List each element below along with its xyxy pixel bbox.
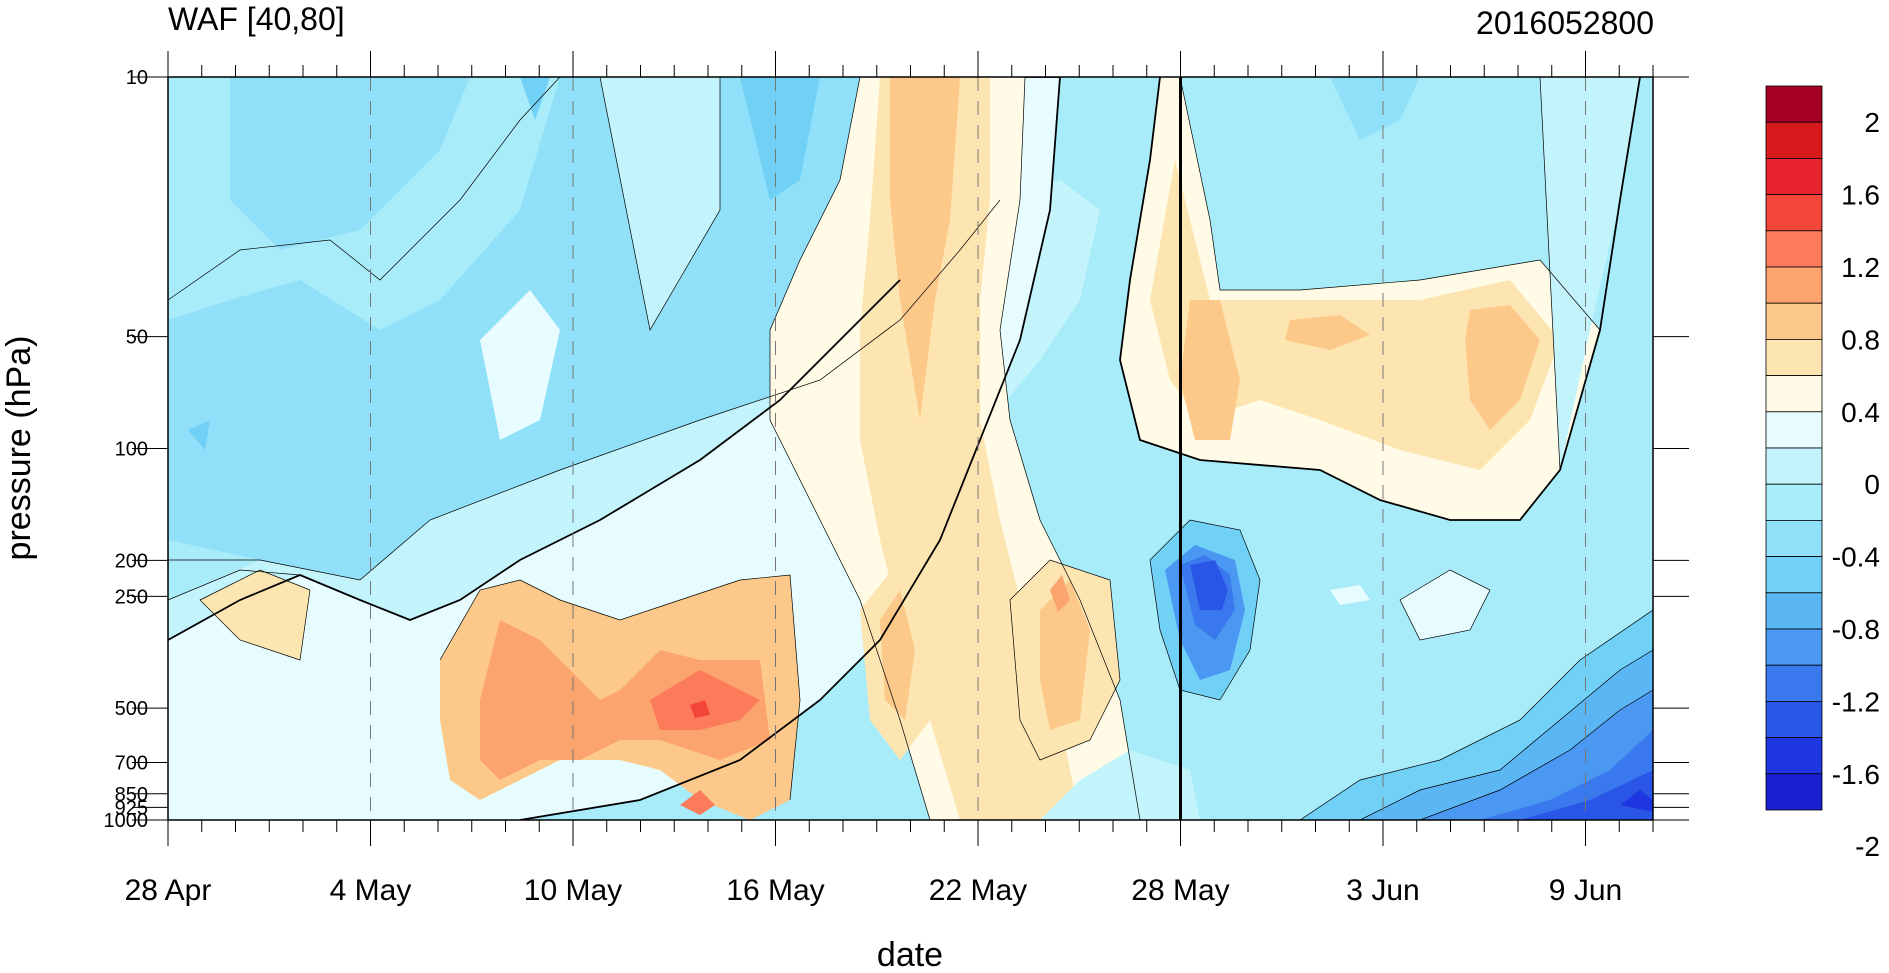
x-tick-label: 4 May — [330, 874, 412, 907]
y-tick-label: 850 — [115, 784, 148, 806]
y-tick-label: 1000 — [104, 810, 149, 832]
x-minor-ticks — [167, 51, 1654, 846]
colorbar-swatch — [1765, 628, 1823, 666]
x-tick-label: 3 Jun — [1346, 874, 1419, 907]
chart-title: WAF [40,80] — [168, 1, 345, 37]
x-tick-label: 28 May — [1131, 874, 1229, 907]
colorbar-label: 1.2 — [1841, 252, 1880, 283]
colorbar-swatch — [1765, 447, 1823, 485]
colorbar-swatch — [1765, 592, 1823, 630]
y-tick-label: 200 — [115, 550, 148, 572]
colorbar-swatch — [1765, 302, 1823, 340]
colorbar-swatch — [1765, 266, 1823, 304]
colorbar-labels: 2 1.6 1.2 0.8 0.4 0 -0.4 -0.8 -1.2 -1.6 -2 — [1832, 107, 1880, 862]
colorbar-label: -1.6 — [1832, 759, 1880, 790]
colorbar-swatch — [1765, 520, 1823, 558]
colorbar-swatch — [1765, 737, 1823, 775]
y-tick-label: 700 — [115, 752, 148, 774]
colorbar-swatch — [1765, 338, 1823, 376]
colorbar-label: 1.6 — [1841, 180, 1880, 211]
x-tick-label: 16 May — [726, 874, 824, 907]
y-ticks — [132, 76, 1689, 821]
y-tick-label: 250 — [115, 586, 148, 608]
x-tick-labels: 28 Apr 4 May 10 May 16 May 22 May 28 May 3 Jun… — [125, 874, 1623, 907]
colorbar-label: -1.2 — [1832, 686, 1880, 717]
colorbar-swatch — [1765, 556, 1823, 594]
x-tick-label: 9 Jun — [1549, 874, 1622, 907]
x-axis-label: date — [877, 936, 943, 968]
x-tick-label: 10 May — [524, 874, 622, 907]
colorbar-label: -0.4 — [1832, 542, 1880, 573]
colorbar — [1765, 85, 1823, 811]
y-tick-label: 500 — [115, 698, 148, 720]
y-tick-label: 50 — [126, 327, 148, 349]
colorbar-swatch — [1765, 85, 1823, 123]
colorbar-label: -0.8 — [1832, 614, 1880, 645]
colorbar-swatch — [1765, 411, 1823, 449]
colorbar-label: 2 — [1864, 107, 1880, 138]
colorbar-swatch — [1765, 375, 1823, 413]
colorbar-swatch — [1765, 664, 1823, 702]
x-tick-label: 28 Apr — [125, 874, 212, 907]
chart-subtitle: 2016052800 — [1476, 5, 1654, 41]
colorbar-label: 0.8 — [1841, 324, 1880, 355]
colorbar-swatch — [1765, 157, 1823, 195]
colorbar-label: 0 — [1864, 469, 1880, 500]
y-axis-label: pressure (hPa) — [0, 336, 38, 561]
colorbar-swatch — [1765, 701, 1823, 739]
colorbar-swatch — [1765, 773, 1823, 811]
colorbar-swatch — [1765, 194, 1823, 232]
colorbar-swatch — [1765, 483, 1823, 521]
colorbar-swatch — [1765, 230, 1823, 268]
contour-field — [168, 77, 1653, 820]
colorbar-swatch — [1765, 121, 1823, 159]
y-tick-label: 10 — [126, 67, 148, 89]
y-tick-label: 100 — [115, 439, 148, 461]
y-tick-label: 925 — [115, 797, 148, 819]
colorbar-label: 0.4 — [1841, 397, 1880, 428]
x-tick-label: 22 May — [929, 874, 1027, 907]
colorbar-label: -2 — [1855, 831, 1880, 862]
